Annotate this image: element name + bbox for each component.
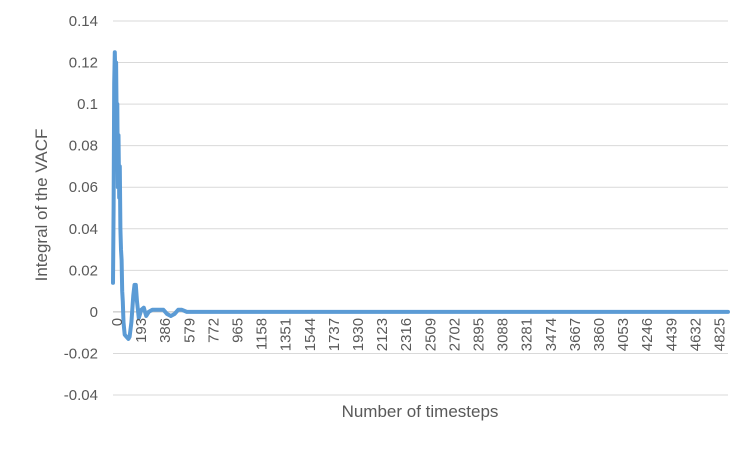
- y-tick-label: 0.1: [77, 96, 98, 113]
- x-tick-label: 193: [133, 318, 150, 343]
- x-tick-label: 4246: [639, 318, 656, 351]
- x-tick-label: 2895: [470, 318, 487, 351]
- x-tick-label: 1158: [254, 318, 271, 350]
- y-tick-label: 0.08: [69, 138, 98, 155]
- x-tick-label: 0: [109, 318, 126, 326]
- x-tick-label: 3474: [543, 318, 560, 351]
- y-tick-label: 0: [90, 304, 98, 321]
- y-tick-label: -0.04: [64, 387, 98, 404]
- x-tick-label: 4825: [711, 318, 728, 351]
- x-tick-label: 3088: [495, 318, 512, 351]
- x-tick-label: 1737: [326, 318, 343, 351]
- x-tick-label: 386: [157, 318, 174, 343]
- y-tick-label: 0.04: [69, 221, 98, 238]
- x-tick-label: 2702: [446, 318, 463, 351]
- x-axis-ticks: 0 193 386 579 772 965 1158 1351 1544 1737 1930 2123…: [109, 318, 729, 351]
- x-tick-label: 2509: [422, 318, 439, 351]
- y-axis-title: Integral of the VACF: [32, 129, 51, 282]
- x-tick-label: 2123: [374, 318, 391, 351]
- x-tick-label: 1351: [278, 318, 295, 351]
- x-tick-label: 1544: [302, 318, 319, 351]
- y-tick-label: 0.14: [69, 13, 98, 30]
- x-tick-label: 2316: [398, 318, 415, 351]
- x-tick-label: 3860: [591, 318, 608, 351]
- x-axis-title: Number of timesteps: [342, 402, 499, 421]
- x-tick-label: 4053: [615, 318, 632, 351]
- x-tick-label: 4439: [663, 318, 680, 351]
- y-tick-label: 0.12: [69, 55, 98, 72]
- y-axis-ticks: -0.04 -0.02 0 0.02 0.04 0.06 0.08 0.1 0.12 0.14: [64, 13, 98, 404]
- x-tick-label: 4632: [687, 318, 704, 351]
- series-line: [111, 50, 730, 341]
- x-tick-label: 3281: [519, 318, 536, 351]
- plot-area: [111, 50, 730, 341]
- y-tick-label: 0.06: [69, 179, 98, 196]
- x-tick-label: 1930: [350, 318, 367, 351]
- x-tick-label: 3667: [567, 318, 584, 351]
- x-tick-label: 965: [229, 318, 246, 343]
- x-tick-label: 772: [205, 318, 222, 343]
- y-tick-label: 0.02: [69, 262, 98, 279]
- y-tick-label: -0.02: [64, 345, 98, 362]
- x-tick-label: 579: [181, 318, 198, 343]
